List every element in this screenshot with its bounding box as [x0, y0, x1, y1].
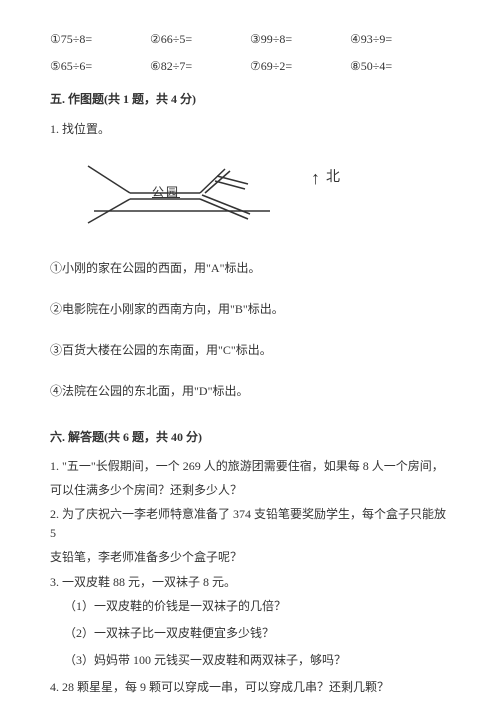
section5-q4: ④法院在公园的东北面，用"D"标出。 — [50, 382, 450, 401]
section6-q3-3: （3）妈妈带 100 元钱买一双皮鞋和两双袜子，够吗？ — [50, 651, 450, 670]
section6-q4: 4. 28 颗星星，每 9 颗可以穿成一串，可以穿成几串？还剩几颗？ — [50, 678, 450, 697]
equation-row-1: ①75÷8= ②66÷5= ③99÷8= ④93÷9= — [50, 30, 450, 49]
park-diagram: 公园 ↑ 北 — [80, 151, 340, 241]
equation-cell: ③99÷8= — [250, 30, 350, 49]
north-text: 北 — [326, 167, 340, 189]
north-indicator: ↑ 北 — [311, 167, 340, 189]
section6-q1b: 可以住满多少个房间？还剩多少人？ — [50, 481, 450, 500]
equation-cell: ⑤65÷6= — [50, 57, 150, 76]
equation-cell: ①75÷8= — [50, 30, 150, 49]
equation-cell: ⑧50÷4= — [350, 57, 450, 76]
section6-title: 六. 解答题(共 6 题，共 40 分) — [50, 428, 450, 447]
section5-subtitle: 1. 找位置。 — [50, 120, 450, 139]
section5-q1: ①小刚的家在公园的西面，用"A"标出。 — [50, 259, 450, 278]
section6-q3-2: （2）一双袜子比一双皮鞋便宜多少钱？ — [50, 624, 450, 643]
section5-q2: ②电影院在小刚家的西南方向，用"B"标出。 — [50, 300, 450, 319]
section6-q1a: 1. "五一"长假期间，一个 269 人的旅游团需要住宿，如果每 8 人一个房间… — [50, 457, 450, 476]
section6-q2a: 2. 为了庆祝六一李老师特意准备了 374 支铅笔要奖励学生，每个盒子只能放 5 — [50, 505, 450, 543]
section5-q3: ③百货大楼在公园的东南面，用"C"标出。 — [50, 341, 450, 360]
equation-cell: ④93÷9= — [350, 30, 450, 49]
section6-q3-1: （1）一双皮鞋的价钱是一双袜子的几倍？ — [50, 597, 450, 616]
equation-cell: ②66÷5= — [150, 30, 250, 49]
north-arrow-icon: ↑ — [311, 169, 320, 187]
equation-cell: ⑦69÷2= — [250, 57, 350, 76]
equation-row-2: ⑤65÷6= ⑥82÷7= ⑦69÷2= ⑧50÷4= — [50, 57, 450, 76]
section6-q3: 3. 一双皮鞋 88 元，一双袜子 8 元。 — [50, 573, 450, 592]
park-label: 公园 — [152, 183, 180, 202]
section6-q2b: 支铅笔，李老师准备多少个盒子呢？ — [50, 548, 450, 567]
section5-title: 五. 作图题(共 1 题，共 4 分) — [50, 90, 450, 109]
equation-cell: ⑥82÷7= — [150, 57, 250, 76]
